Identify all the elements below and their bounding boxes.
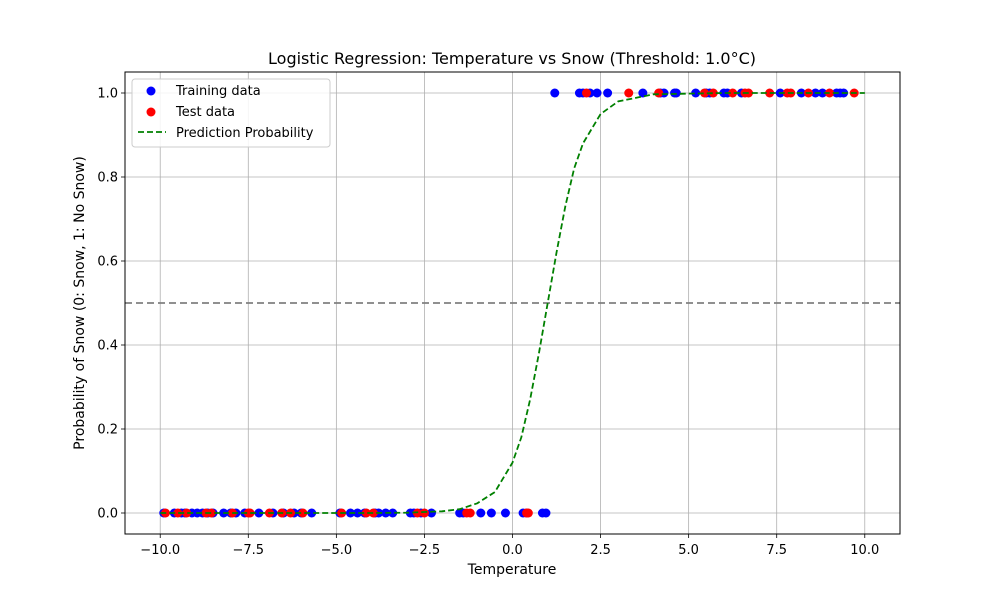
test-point [765,88,775,98]
test-point [206,508,216,518]
test-point [523,508,533,518]
training-point [592,88,602,98]
training-point [388,508,398,518]
plot-content [159,88,865,518]
y-axis: 0.0 0.2 0.4 0.6 0.8 1.0 [97,87,125,522]
x-tick-label: −10.0 [140,543,180,558]
x-tick-label: 7.5 [766,543,787,558]
legend-marker-training [146,86,156,96]
training-point [541,508,551,518]
test-point [173,508,183,518]
training-point [603,88,613,98]
x-tick-label: 2.5 [590,543,611,558]
x-tick-label: 5.0 [678,543,699,558]
legend-marker-test [146,107,156,117]
training-point [254,508,264,518]
y-tick-label: 0.2 [97,423,118,438]
training-point [353,508,362,518]
x-tick-label: 0.0 [502,543,523,558]
x-tick-label: −7.5 [233,543,265,558]
test-point [708,88,718,98]
test-point [245,508,255,518]
test-point [298,508,308,518]
training-point [550,88,560,98]
training-point [486,508,496,518]
training-point [307,508,317,518]
legend-label-training: Training data [175,84,261,99]
y-axis-label: Probability of Snow (0: Snow, 1: No Snow… [72,156,88,450]
y-tick-label: 1.0 [97,87,118,102]
training-point [818,88,827,98]
test-point [699,88,709,98]
test-point [182,508,192,518]
legend: Training data Test data Prediction Proba… [131,78,331,148]
test-point [581,88,591,98]
y-tick-label: 0.8 [97,171,118,186]
prediction-curve [160,92,865,514]
legend-frame [131,78,331,148]
x-axis: −10.0 −7.5 −5.0 −2.5 0.0 2.5 5.0 7.5 10.0 [140,534,879,558]
test-point [419,508,429,518]
x-tick-label: 10.0 [850,543,879,558]
test-point [368,508,378,518]
training-point [500,508,510,518]
y-tick-label: 0.0 [97,507,118,522]
legend-label-test: Test data [175,105,235,120]
test-point [654,88,664,98]
chart-title: Logistic Regression: Temperature vs Snow… [268,49,756,68]
training-point [691,88,701,98]
x-axis-label: Temperature [467,562,557,578]
y-tick-label: 0.6 [97,255,118,270]
y-tick-label: 0.4 [97,339,118,354]
x-tick-label: −2.5 [409,543,441,558]
legend-label-prediction: Prediction Probability [176,126,314,141]
test-point [728,88,738,98]
test-point [361,508,371,518]
test-point [465,508,475,518]
training-point [476,508,486,518]
test-point [624,88,634,98]
x-tick-label: −5.0 [321,543,353,558]
